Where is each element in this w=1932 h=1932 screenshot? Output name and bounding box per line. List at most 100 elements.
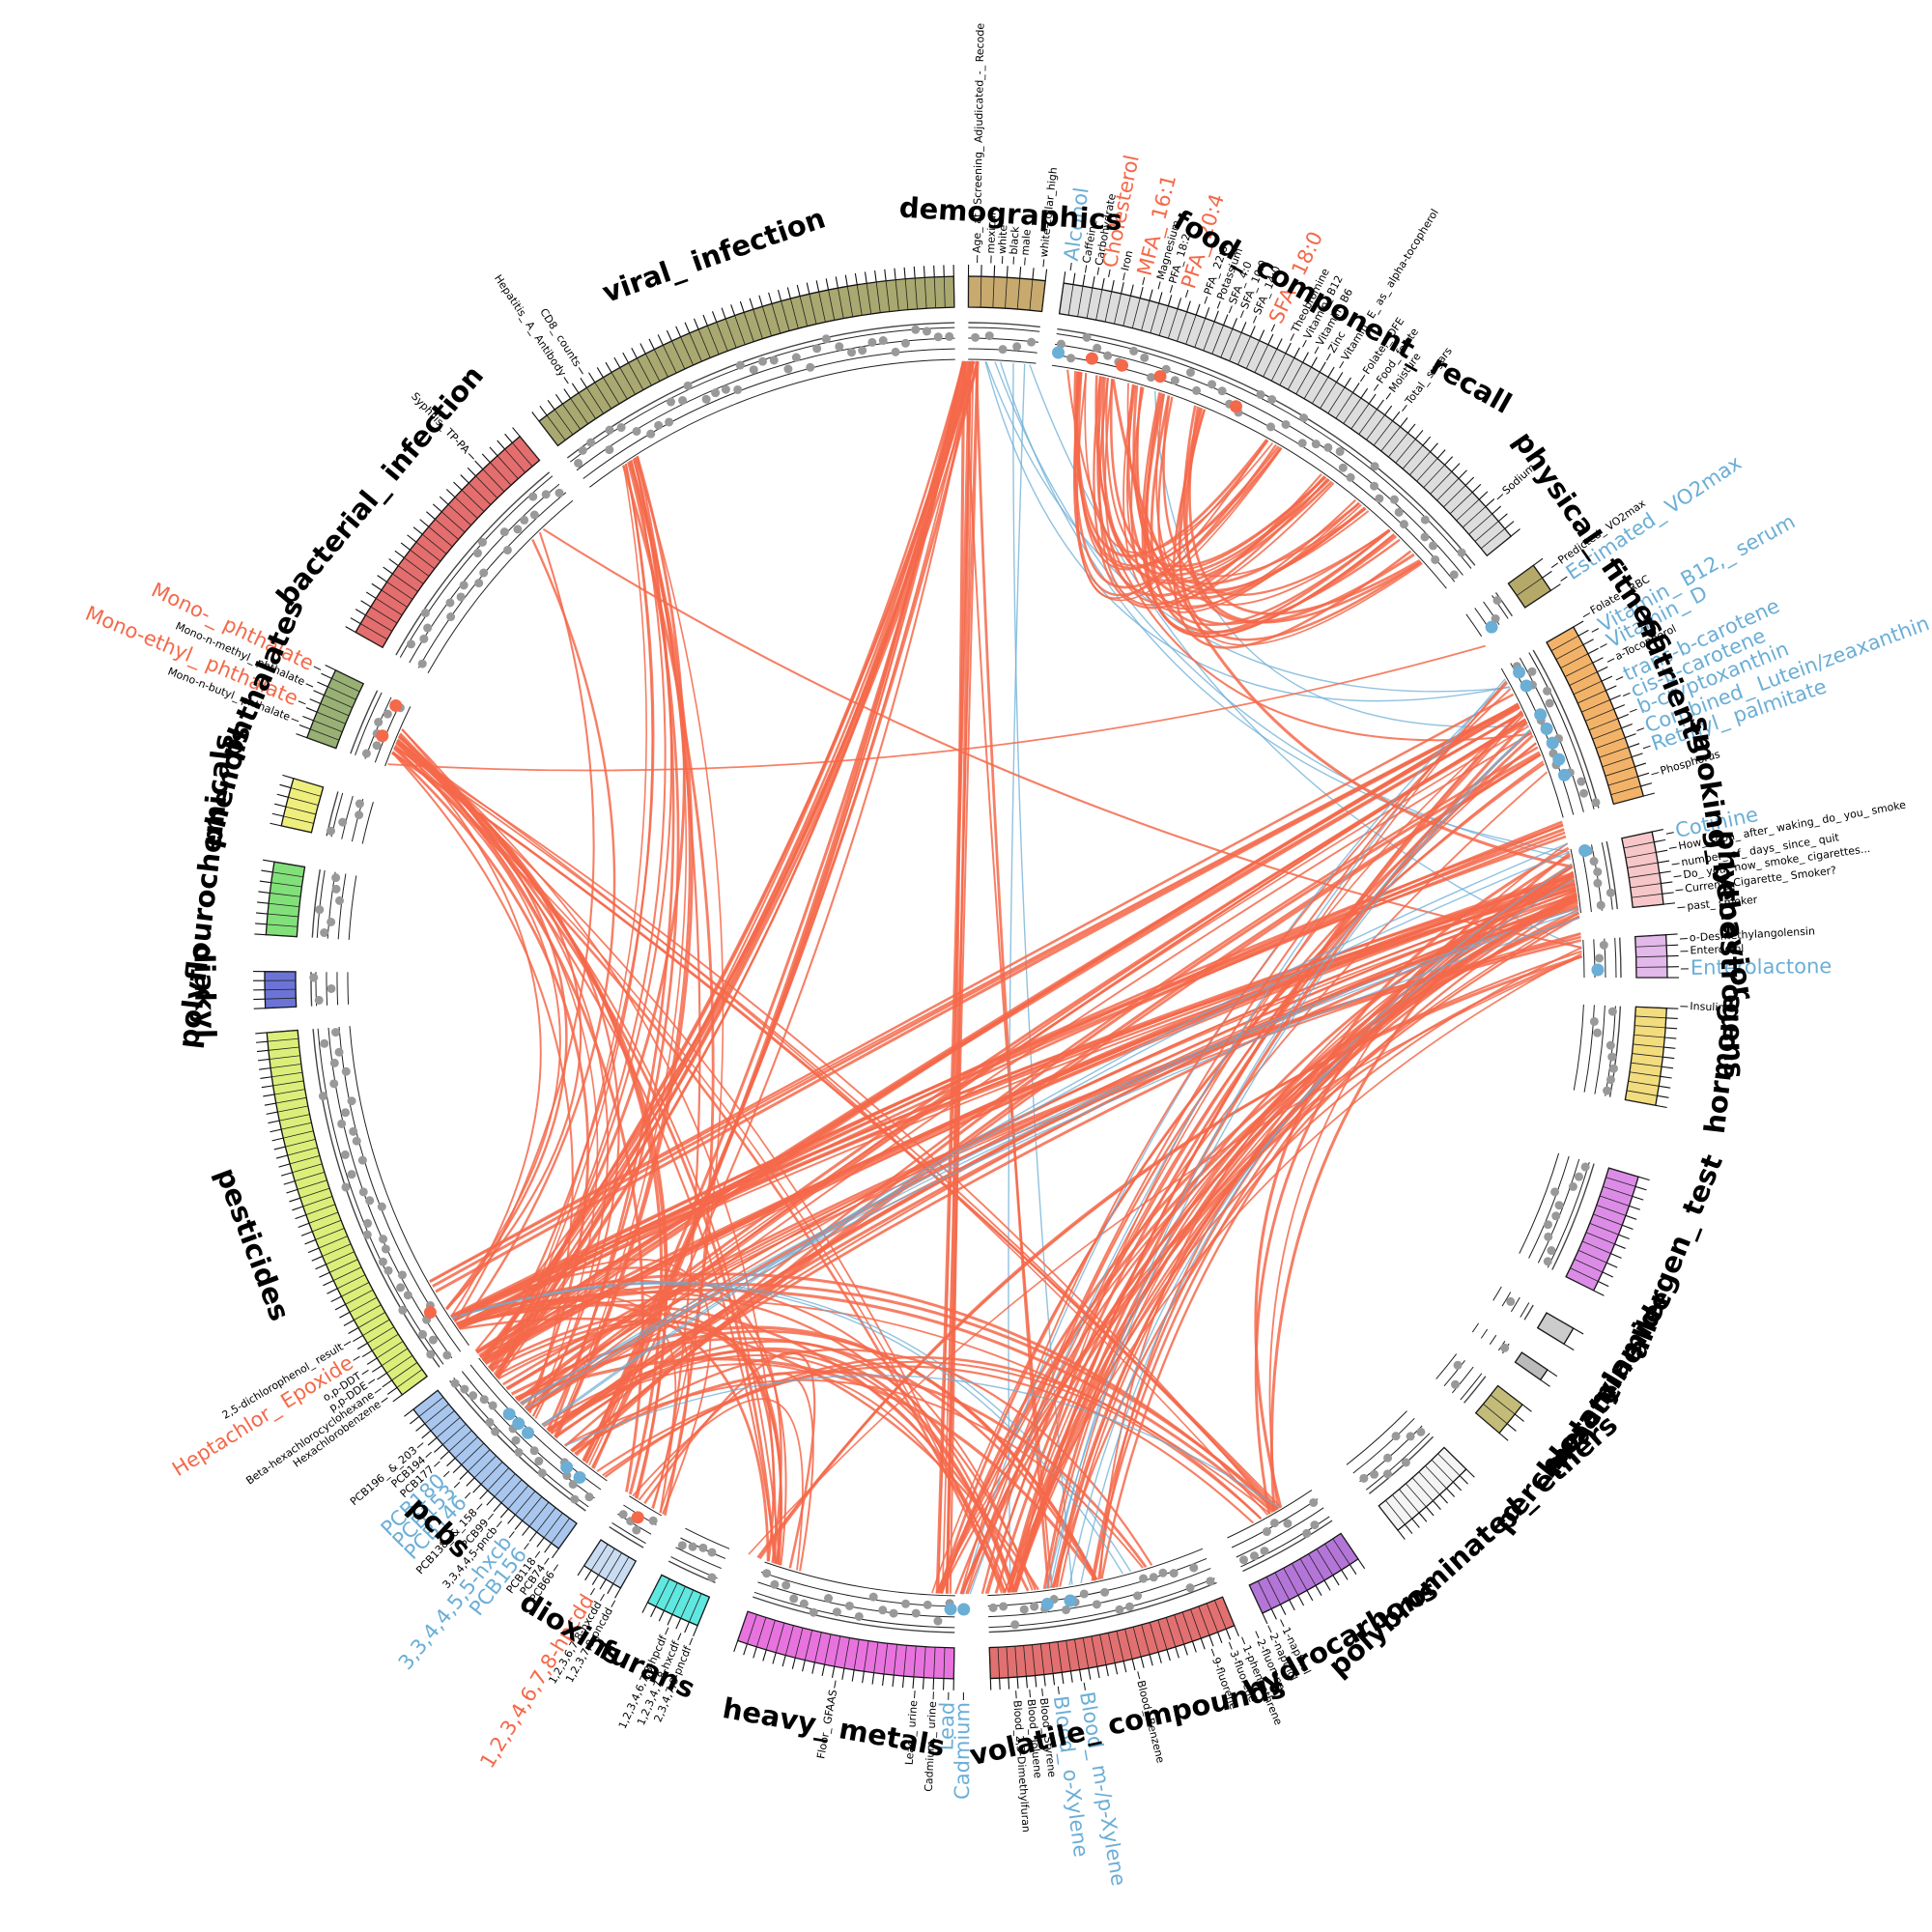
block-divider (1550, 635, 1579, 652)
point-viral-infection (632, 426, 641, 436)
tick-mark (1597, 666, 1608, 673)
link-positive (393, 746, 1275, 1513)
highlight-point (1485, 620, 1498, 634)
tick-mark (854, 272, 858, 285)
ring-acrylamide (1520, 1302, 1530, 1318)
tick-mark (1191, 1640, 1197, 1653)
block-divider (1229, 332, 1242, 361)
block-divider (1265, 1577, 1281, 1605)
ring-dioxins (629, 1495, 663, 1517)
tick-mark (1302, 352, 1309, 363)
tick-mark (419, 519, 430, 527)
block-divider (1436, 478, 1460, 501)
tick-mark (631, 347, 638, 359)
category-label-phytoestrogens: phytoestrogens (1711, 830, 1751, 1079)
block-divider (952, 1647, 955, 1679)
tick-mark (1533, 557, 1544, 566)
block-divider (647, 1575, 663, 1604)
ring-perchlorate (1443, 1359, 1465, 1387)
point-food-component-recall (1103, 351, 1113, 360)
tick-mark (851, 1669, 855, 1682)
point-bacterial-infection (513, 525, 523, 534)
link-positive (1162, 395, 1391, 596)
tick-mark (467, 467, 476, 477)
block-divider (903, 1645, 907, 1677)
link-positive (393, 746, 1007, 1594)
tick-mark (1540, 1378, 1550, 1387)
ring-nutrients (1532, 649, 1600, 809)
ring-hormone (1583, 1005, 1595, 1093)
point-food-component-recall (1129, 346, 1139, 355)
label-leader (1228, 305, 1233, 314)
block-divider (1409, 451, 1431, 476)
tick-mark (377, 1372, 387, 1380)
point-food-component-recall (1370, 462, 1379, 471)
label-leader (1252, 315, 1258, 324)
link-positive (458, 538, 616, 1330)
label-leader (1622, 692, 1631, 696)
block-divider (1366, 414, 1385, 440)
point-allergen-test (1551, 1211, 1561, 1221)
block-divider (402, 1376, 428, 1396)
block-divider (1254, 344, 1269, 373)
block-divider (1274, 1572, 1291, 1601)
block-divider (482, 469, 505, 493)
tick-mark (1167, 295, 1173, 306)
tick-mark (273, 1146, 286, 1151)
label-leader (1290, 333, 1295, 341)
block-divider (1589, 1222, 1619, 1236)
tick-mark (613, 356, 621, 368)
block-divider (1605, 1177, 1636, 1187)
block-divider (424, 1404, 449, 1425)
tick-mark (298, 724, 311, 730)
point-viral-infection (616, 423, 626, 433)
tick-mark (1096, 1666, 1100, 1679)
ring-allergen-test (1551, 1163, 1595, 1270)
block-divider (1107, 1633, 1116, 1663)
block-divider (765, 1620, 776, 1651)
tick-mark (802, 1660, 806, 1672)
point-pesticides (426, 1350, 436, 1359)
label-leader (665, 1627, 669, 1635)
highlight-point (1591, 963, 1605, 977)
point-polybrominated-ethers (1391, 1432, 1401, 1441)
tick-mark (1654, 838, 1666, 843)
tick-mark (1452, 1481, 1463, 1492)
block-divider (391, 1362, 418, 1381)
point-food-component-recall (1311, 440, 1321, 449)
block-divider (1516, 577, 1543, 596)
tick-mark (1262, 1612, 1268, 1625)
tick-mark (933, 265, 935, 277)
block-divider (1308, 1553, 1325, 1581)
tick-mark (259, 1067, 271, 1070)
tick-mark (1392, 411, 1401, 422)
point-pesticides (365, 1196, 375, 1206)
tick-mark (1249, 326, 1256, 337)
point-food-component-recall (1066, 354, 1076, 363)
tick-mark (392, 1394, 403, 1403)
block-divider (1350, 403, 1370, 430)
tick-mark (307, 1247, 320, 1254)
link-positive (554, 460, 694, 1439)
ring-demographics (968, 327, 1040, 332)
point-bacterial-infection (445, 598, 455, 608)
tick-mark (749, 298, 754, 310)
block-divider (809, 294, 817, 325)
point-volatile-compounds (1115, 1605, 1124, 1614)
ring-food-component-recall (1052, 364, 1447, 589)
block-divider (799, 296, 809, 327)
ring-polybrominated-ethers (1346, 1410, 1407, 1465)
ring-hormone (1608, 1006, 1622, 1097)
block-divider (447, 503, 471, 526)
tick-mark (311, 1255, 323, 1262)
point-physical-fitness (1492, 596, 1502, 606)
ring-acrylamide (1492, 1286, 1502, 1301)
block-divider (1635, 1006, 1667, 1009)
block-divider (305, 1204, 336, 1215)
tick-mark (302, 716, 314, 722)
tick-mark (1598, 1280, 1609, 1288)
tick-mark (1657, 1094, 1669, 1098)
block-divider (655, 1578, 670, 1607)
ring-furans (685, 1527, 730, 1549)
point-allergen-test (1544, 1232, 1553, 1241)
